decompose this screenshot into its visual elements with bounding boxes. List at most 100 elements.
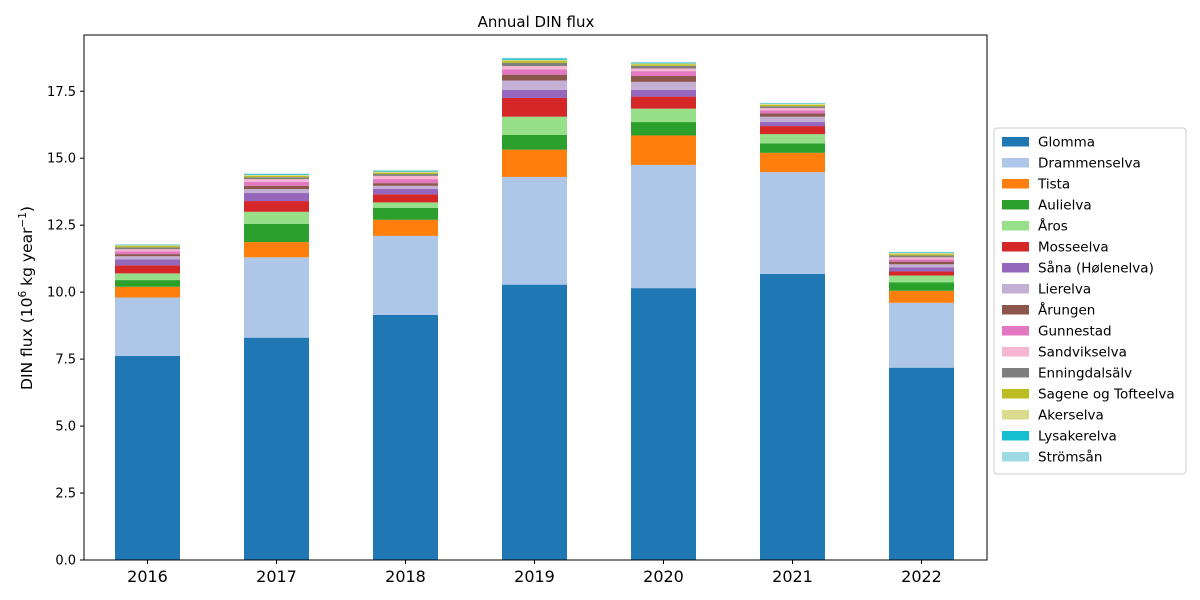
- legend-swatch-8: [1002, 305, 1029, 315]
- bar-segment-2016-7: [115, 256, 180, 260]
- bar-segment-2016-2: [115, 286, 180, 298]
- bar-segment-2022-6: [889, 267, 954, 272]
- bar-segment-2016-1: [115, 297, 180, 356]
- bar-segment-2022-9: [889, 259, 954, 262]
- legend-label-9: Gunnestad: [1038, 324, 1112, 340]
- bar-segment-2020-14: [631, 62, 696, 64]
- bar-segment-2020-10: [631, 68, 696, 72]
- legend-swatch-0: [1002, 137, 1029, 147]
- bar-segment-2016-0: [115, 355, 180, 560]
- bar-segment-2016-3: [115, 280, 180, 287]
- bar-segment-2018-14: [373, 170, 438, 172]
- y-axis-label-exponent-2: −1: [17, 212, 29, 227]
- bar-segment-2019-5: [502, 97, 567, 117]
- bar-segment-2018-7: [373, 185, 438, 190]
- bar-segment-2017-15: [244, 173, 309, 175]
- bar-segment-2018-3: [373, 207, 438, 220]
- bar-segment-2018-4: [373, 202, 438, 208]
- bar-segment-2016-15: [115, 244, 180, 245]
- legend-swatch-6: [1002, 263, 1029, 273]
- bar-segment-2020-11: [631, 65, 696, 69]
- legend-swatch-10: [1002, 347, 1029, 357]
- bar-segment-2019-7: [502, 80, 567, 90]
- bar-segment-2017-13: [244, 174, 309, 176]
- bar-segment-2017-3: [244, 223, 309, 243]
- y-tick-label-0: 0.0: [55, 554, 76, 569]
- bar-segment-2021-3: [760, 143, 825, 153]
- bar-segment-2022-11: [889, 255, 954, 258]
- bar-segment-2019-4: [502, 116, 567, 135]
- legend-swatch-5: [1002, 242, 1029, 252]
- bar-segment-2021-14: [760, 103, 825, 104]
- bar-segment-2019-9: [502, 69, 567, 75]
- legend-label-11: Enningdalsälv: [1038, 366, 1132, 382]
- bar-segment-2021-15: [760, 102, 825, 104]
- bar-segment-2018-11: [373, 174, 438, 176]
- bar-segment-2022-13: [889, 253, 954, 255]
- bar-segment-2017-0: [244, 337, 309, 560]
- bar-segment-2022-7: [889, 264, 954, 268]
- bar-segment-2022-3: [889, 282, 954, 291]
- x-tick-label-2017: 2017: [256, 567, 297, 586]
- legend-label-0: Glomma: [1038, 135, 1095, 151]
- bar-segment-2021-1: [760, 172, 825, 274]
- bar-segment-2022-5: [889, 271, 954, 276]
- bar-segment-2016-10: [115, 249, 180, 252]
- bar-segment-2019-1: [502, 176, 567, 285]
- bar-segment-2018-8: [373, 183, 438, 186]
- legend-swatch-7: [1002, 284, 1029, 294]
- bar-segment-2019-2: [502, 149, 567, 177]
- y-tick-label-6: 15.0: [47, 152, 76, 167]
- bar-segment-2019-10: [502, 66, 567, 70]
- bar-segment-2021-0: [760, 273, 825, 560]
- bar-segment-2019-14: [502, 58, 567, 60]
- bar-segment-2017-10: [244, 179, 309, 182]
- y-tick-label-1: 2.5: [55, 487, 76, 502]
- bar-segment-2022-4: [889, 275, 954, 283]
- plot-frame: [83, 34, 988, 561]
- bar-segment-2018-13: [373, 171, 438, 173]
- bar-segment-2021-9: [760, 110, 825, 114]
- legend-label-7: Lierelva: [1038, 282, 1091, 298]
- bar-segment-2022-15: [889, 251, 954, 253]
- bar-segment-2017-5: [244, 201, 309, 212]
- y-axis-label-unit: kg year: [18, 227, 36, 291]
- legend-swatch-15: [1002, 452, 1029, 462]
- legend-label-10: Sandvikselva: [1038, 345, 1127, 361]
- bar-segment-2016-8: [115, 254, 180, 257]
- y-tick-label-7: 17.5: [47, 85, 76, 100]
- bar-segment-2021-13: [760, 103, 825, 105]
- bar-segment-2020-4: [631, 108, 696, 123]
- legend-swatch-3: [1002, 200, 1029, 210]
- bar-segment-2019-3: [502, 134, 567, 150]
- bar-segment-2020-13: [631, 63, 696, 65]
- legend: Glomma Drammenselva Tista Aulielva Åros Mosse…: [993, 127, 1187, 475]
- bar-segment-2022-2: [889, 290, 954, 303]
- bar-segment-2017-2: [244, 242, 309, 258]
- bar-segment-2022-14: [889, 252, 954, 254]
- y-axis-label-text: DIN flux (10: [18, 297, 36, 390]
- bar-segment-2017-14: [244, 174, 309, 175]
- bar-segment-2016-9: [115, 251, 180, 255]
- bar-segment-2021-5: [760, 126, 825, 135]
- bar-segment-2016-4: [115, 273, 180, 281]
- bar-segment-2017-4: [244, 211, 309, 224]
- legend-label-6: Såna (Hølenelva): [1038, 260, 1154, 277]
- bar-stacks: [115, 57, 954, 560]
- legend-label-14: Lysakerelva: [1038, 429, 1117, 445]
- legend-label-15: Strömsån: [1038, 449, 1102, 466]
- legend-swatch-11: [1002, 368, 1029, 378]
- bar-segment-2020-7: [631, 81, 696, 90]
- legend-swatch-1: [1002, 158, 1029, 168]
- bar-segment-2017-9: [244, 181, 309, 186]
- bar-segment-2018-9: [373, 179, 438, 184]
- bar-segment-2020-6: [631, 89, 696, 97]
- bar-segment-2020-8: [631, 75, 696, 82]
- bar-segment-2017-12: [244, 175, 309, 178]
- bar-segment-2021-4: [760, 134, 825, 144]
- bar-segment-2021-6: [760, 122, 825, 127]
- bar-segment-2016-5: [115, 265, 180, 274]
- bar-segment-2019-6: [502, 89, 567, 98]
- bar-segment-2019-12: [502, 60, 567, 63]
- bar-segment-2020-9: [631, 71, 696, 76]
